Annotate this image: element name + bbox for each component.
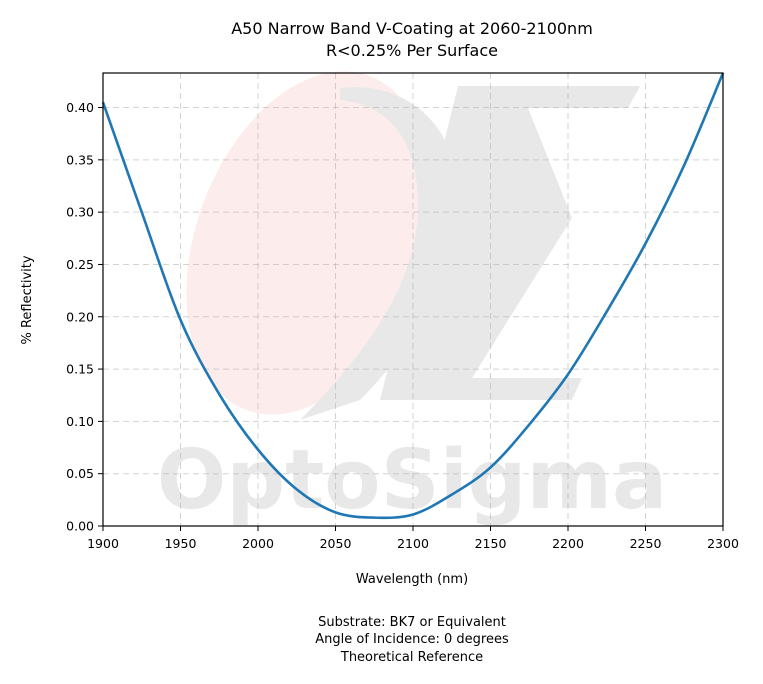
chart-subtitle: R<0.25% Per Surface [326, 41, 498, 60]
y-axis-ticks: 0.00 0.05 0.10 0.15 0.20 0.25 0.30 0.35 0.40 [66, 100, 103, 534]
y-tick-label: 0.35 [66, 152, 94, 167]
x-axis-label: Wavelength (nm) [356, 572, 468, 587]
reflectivity-series-line [101, 72, 725, 520]
x-tick-label: 1900 [87, 536, 119, 551]
y-tick-label: 0.10 [66, 414, 94, 429]
y-tick-label: 0.05 [66, 466, 94, 481]
footer-line-substrate: Substrate: BK7 or Equivalent [318, 615, 506, 630]
watermark-omega-shape [300, 87, 459, 420]
footer-line-reference: Theoretical Reference [340, 650, 483, 665]
x-tick-label: 2200 [552, 536, 584, 551]
optosigma-watermark-logo: OptoSigma [157, 71, 668, 528]
y-tick-label: 0.25 [66, 257, 94, 272]
series-layer [101, 72, 725, 520]
x-tick-label: 2050 [320, 536, 352, 551]
x-tick-label: 1950 [165, 536, 197, 551]
x-tick-label: 2000 [242, 536, 274, 551]
chart-title: A50 Narrow Band V-Coating at 2060-2100nm [231, 19, 593, 38]
y-tick-label: 0.40 [66, 100, 94, 115]
y-tick-label: 0.15 [66, 362, 94, 377]
y-tick-label: 0.20 [66, 309, 94, 324]
watermark-ellipse [186, 71, 430, 415]
x-tick-label: 2150 [475, 536, 507, 551]
y-tick-label: 0.00 [66, 519, 94, 534]
x-tick-label: 2300 [707, 536, 739, 551]
x-tick-label: 2100 [397, 536, 429, 551]
x-axis-ticks: 1900 1950 2000 2050 2100 2150 2200 2250 2300 [87, 526, 739, 551]
x-tick-label: 2250 [630, 536, 662, 551]
watermark-sigma-shape [380, 86, 640, 400]
footer-line-angle: Angle of Incidence: 0 degrees [315, 632, 509, 647]
y-axis-label: % Reflectivity [20, 255, 35, 344]
y-tick-label: 0.30 [66, 205, 94, 220]
watermark-text: OptoSigma [157, 433, 668, 528]
